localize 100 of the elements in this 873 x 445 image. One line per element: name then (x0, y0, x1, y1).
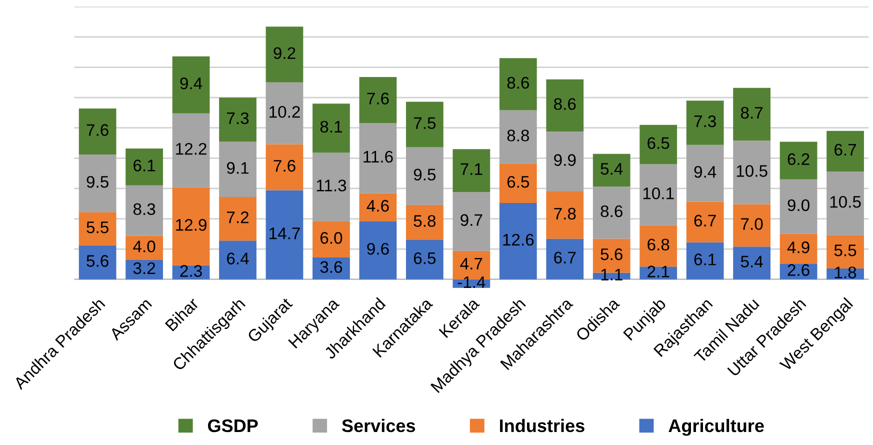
bar (266, 26, 304, 82)
data-label: 12.2 (176, 142, 206, 155)
bar (78, 108, 116, 155)
bar (686, 202, 724, 242)
bar (219, 240, 256, 280)
legend-label: Services (342, 418, 416, 432)
data-label: 9.5 (414, 168, 436, 181)
bar (780, 142, 818, 180)
data-label: 7.0 (741, 218, 763, 230)
bar (780, 234, 818, 264)
bar (126, 185, 163, 236)
data-label: 6.5 (414, 252, 436, 264)
data-label: 8.1 (320, 120, 342, 133)
bar (266, 144, 304, 190)
bar (78, 212, 116, 246)
bar (172, 113, 210, 188)
bar (640, 124, 678, 164)
data-label: 7.3 (227, 112, 249, 124)
bar (733, 246, 770, 280)
data-label: 8.3 (133, 203, 156, 216)
data-label: 4.9 (787, 241, 810, 254)
data-label: 6.1 (694, 254, 716, 266)
bar (499, 110, 537, 164)
data-label: 8.6 (507, 76, 530, 89)
data-label: 7.8 (554, 208, 576, 220)
bar (312, 258, 350, 280)
data-label: 5.5 (86, 222, 108, 234)
data-label: 10.2 (270, 106, 300, 118)
data-label: 9.9 (554, 154, 576, 166)
data-label: 8.6 (600, 205, 622, 218)
bar (78, 245, 116, 280)
bar (826, 235, 864, 268)
legend-label: Agriculture (668, 418, 764, 436)
data-label: 4.6 (366, 200, 389, 212)
data-label: 5.4 (740, 256, 763, 268)
data-label: 5.6 (600, 248, 622, 260)
bar (359, 76, 397, 124)
data-label: 7.6 (274, 160, 296, 172)
data-label: 3.2 (133, 262, 156, 274)
data-label: 6.7 (554, 252, 576, 264)
bar (172, 56, 210, 114)
bar (452, 192, 490, 251)
bar (686, 100, 724, 145)
bar (733, 204, 770, 247)
data-label: 11.3 (316, 180, 346, 192)
bar (78, 154, 116, 212)
data-label: 7.6 (367, 92, 389, 104)
data-label: 5.6 (86, 255, 108, 267)
bar (499, 164, 537, 204)
bar (312, 152, 350, 222)
data-label: 2.1 (648, 266, 670, 278)
bar (452, 149, 490, 192)
bar (592, 154, 630, 187)
data-label: 6.8 (648, 238, 670, 250)
data-label: 9.2 (274, 47, 296, 60)
data-label: 7.5 (414, 117, 436, 130)
bar (126, 260, 163, 280)
data-label: 10.5 (830, 196, 861, 208)
data-label: 5.5 (834, 244, 856, 256)
legend-label: Industries (500, 418, 584, 432)
bar (406, 240, 444, 280)
data-label: 7.1 (460, 163, 482, 175)
data-label: 6.7 (694, 214, 716, 227)
data-label: 9.4 (694, 166, 716, 178)
data-label: 6.5 (507, 176, 530, 188)
bar (826, 171, 864, 236)
bar (499, 58, 537, 110)
bar (359, 193, 397, 222)
data-label: 5.8 (414, 215, 436, 227)
bar (686, 144, 724, 202)
bar (219, 142, 256, 197)
bar (359, 123, 397, 194)
data-label: 6.7 (834, 144, 856, 156)
bar (126, 148, 163, 186)
data-label: 2.3 (180, 265, 202, 277)
legend-label: GSDP (208, 419, 258, 432)
bar (219, 98, 256, 142)
data-label: 8.8 (507, 130, 530, 142)
data-label: 2.6 (788, 264, 810, 276)
data-label: 6.5 (648, 137, 670, 150)
bar (499, 203, 537, 280)
bar (826, 130, 864, 172)
data-label: 8.7 (740, 106, 763, 119)
data-label: 6.0 (320, 232, 342, 244)
bar (406, 147, 444, 205)
data-label: 10.5 (736, 165, 768, 177)
data-label: 9.5 (86, 176, 108, 188)
data-label: 6.4 (227, 252, 249, 264)
data-label: 9.4 (180, 78, 202, 90)
bar (406, 102, 444, 148)
data-label: 9.0 (788, 199, 810, 212)
bar (592, 186, 630, 239)
data-label: 1.8 (834, 266, 856, 278)
bar (312, 104, 350, 153)
data-label: 5.4 (600, 163, 623, 175)
data-label: 12.9 (176, 219, 206, 231)
bar (266, 190, 304, 280)
bar (546, 79, 584, 132)
data-label: 3.6 (320, 261, 342, 273)
data-label: 14.7 (270, 228, 300, 240)
